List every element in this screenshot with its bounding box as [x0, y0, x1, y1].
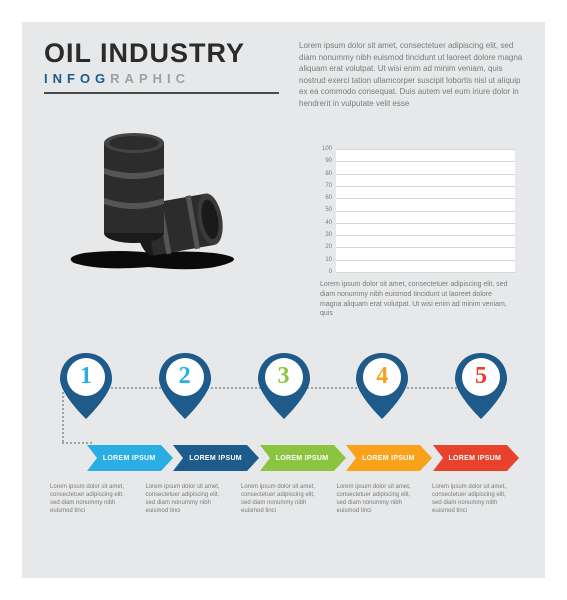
chart-y-tick: 10 [316, 257, 332, 263]
chart-gridline [336, 247, 515, 248]
step-arrow-5: LOREM IPSUM [433, 445, 517, 471]
step-arrow-label: LOREM IPSUM [362, 455, 415, 462]
title-main: OIL INDUSTRY [44, 40, 279, 67]
chart-y-tick: 40 [316, 220, 332, 226]
chart-gridline [336, 186, 515, 187]
pin-number: 4 [376, 363, 388, 390]
pin-number: 3 [278, 363, 290, 390]
title-sub-accent: INFOG [44, 71, 110, 86]
step-pin-5: 5 [445, 350, 517, 422]
chart-plot-area [336, 150, 515, 273]
steps-section: 1 2 3 4 [50, 350, 517, 566]
chart-y-tick: 70 [316, 183, 332, 189]
step-pin-2: 2 [149, 350, 221, 422]
chart-y-tick: 30 [316, 232, 332, 238]
barrel-standing-icon [104, 133, 164, 243]
chart-gridline [336, 260, 515, 261]
step-description-1: Lorem ipsum dolor sit amet, consectetuer… [50, 483, 135, 515]
step-arrow-3: LOREM IPSUM [260, 445, 344, 471]
chart-gridline [336, 235, 515, 236]
title-sub-rest: RAPHIC [110, 71, 190, 86]
chart-description: Lorem ipsum dolor sit amet, consectetuer… [320, 280, 515, 319]
step-arrow-label: LOREM IPSUM [448, 455, 501, 462]
pin-marker-icon: 2 [156, 350, 214, 422]
chart-bars-container [342, 150, 509, 273]
title-sub: INFOGRAPHIC [44, 71, 279, 86]
oil-barrel-illustration [54, 125, 254, 275]
chart-gridline [336, 174, 515, 175]
chart-y-tick: 80 [316, 171, 332, 177]
step-arrow-2: LOREM IPSUM [173, 445, 257, 471]
title-underline [44, 92, 279, 94]
header-row: OIL INDUSTRY INFOGRAPHIC Lorem ipsum dol… [44, 40, 523, 110]
chart-y-tick: 50 [316, 207, 332, 213]
step-description-5: Lorem ipsum dolor sit amet, consectetuer… [432, 483, 517, 515]
intro-paragraph: Lorem ipsum dolor sit amet, consectetuer… [299, 40, 523, 110]
chart-y-tick: 60 [316, 195, 332, 201]
chart-gridline [336, 161, 515, 162]
chart-y-axis-labels: 1009080706050403020100 [316, 146, 332, 275]
chart-y-tick: 90 [316, 158, 332, 164]
pins-row: 1 2 3 4 [50, 350, 517, 422]
step-pin-3: 3 [248, 350, 320, 422]
step-arrow-label: LOREM IPSUM [103, 455, 156, 462]
pin-number: 1 [80, 363, 92, 390]
step-pin-4: 4 [346, 350, 418, 422]
pin-number: 2 [179, 363, 191, 390]
chart-gridline [336, 272, 515, 273]
step-description-3: Lorem ipsum dolor sit amet, consectetuer… [241, 483, 326, 515]
step-arrow-label: LOREM IPSUM [189, 455, 242, 462]
step-description-4: Lorem ipsum dolor sit amet, consectetuer… [337, 483, 422, 515]
chart-y-tick: 0 [316, 269, 332, 275]
title-block: OIL INDUSTRY INFOGRAPHIC [44, 40, 279, 110]
arrows-row: LOREM IPSUM LOREM IPSUM LOREM IPSUM LORE… [87, 445, 517, 471]
step-arrow-label: LOREM IPSUM [276, 455, 329, 462]
pin-number: 5 [475, 363, 487, 390]
chart-gridline [336, 211, 515, 212]
chart-y-tick: 100 [316, 146, 332, 152]
pin-marker-icon: 1 [57, 350, 115, 422]
bar-chart: 1009080706050403020100 [320, 150, 515, 285]
step-description-2: Lorem ipsum dolor sit amet, consectetuer… [146, 483, 231, 515]
dotted-connector-bottom [62, 442, 92, 444]
pin-marker-icon: 4 [353, 350, 411, 422]
step-descriptions-row: Lorem ipsum dolor sit amet, consectetuer… [50, 483, 517, 515]
chart-gridline [336, 198, 515, 199]
chart-gridline [336, 223, 515, 224]
step-arrow-4: LOREM IPSUM [346, 445, 430, 471]
chart-gridline [336, 149, 515, 150]
pin-marker-icon: 5 [452, 350, 510, 422]
chart-y-tick: 20 [316, 244, 332, 250]
pin-marker-icon: 3 [255, 350, 313, 422]
step-pin-1: 1 [50, 350, 122, 422]
step-arrow-1: LOREM IPSUM [87, 445, 171, 471]
